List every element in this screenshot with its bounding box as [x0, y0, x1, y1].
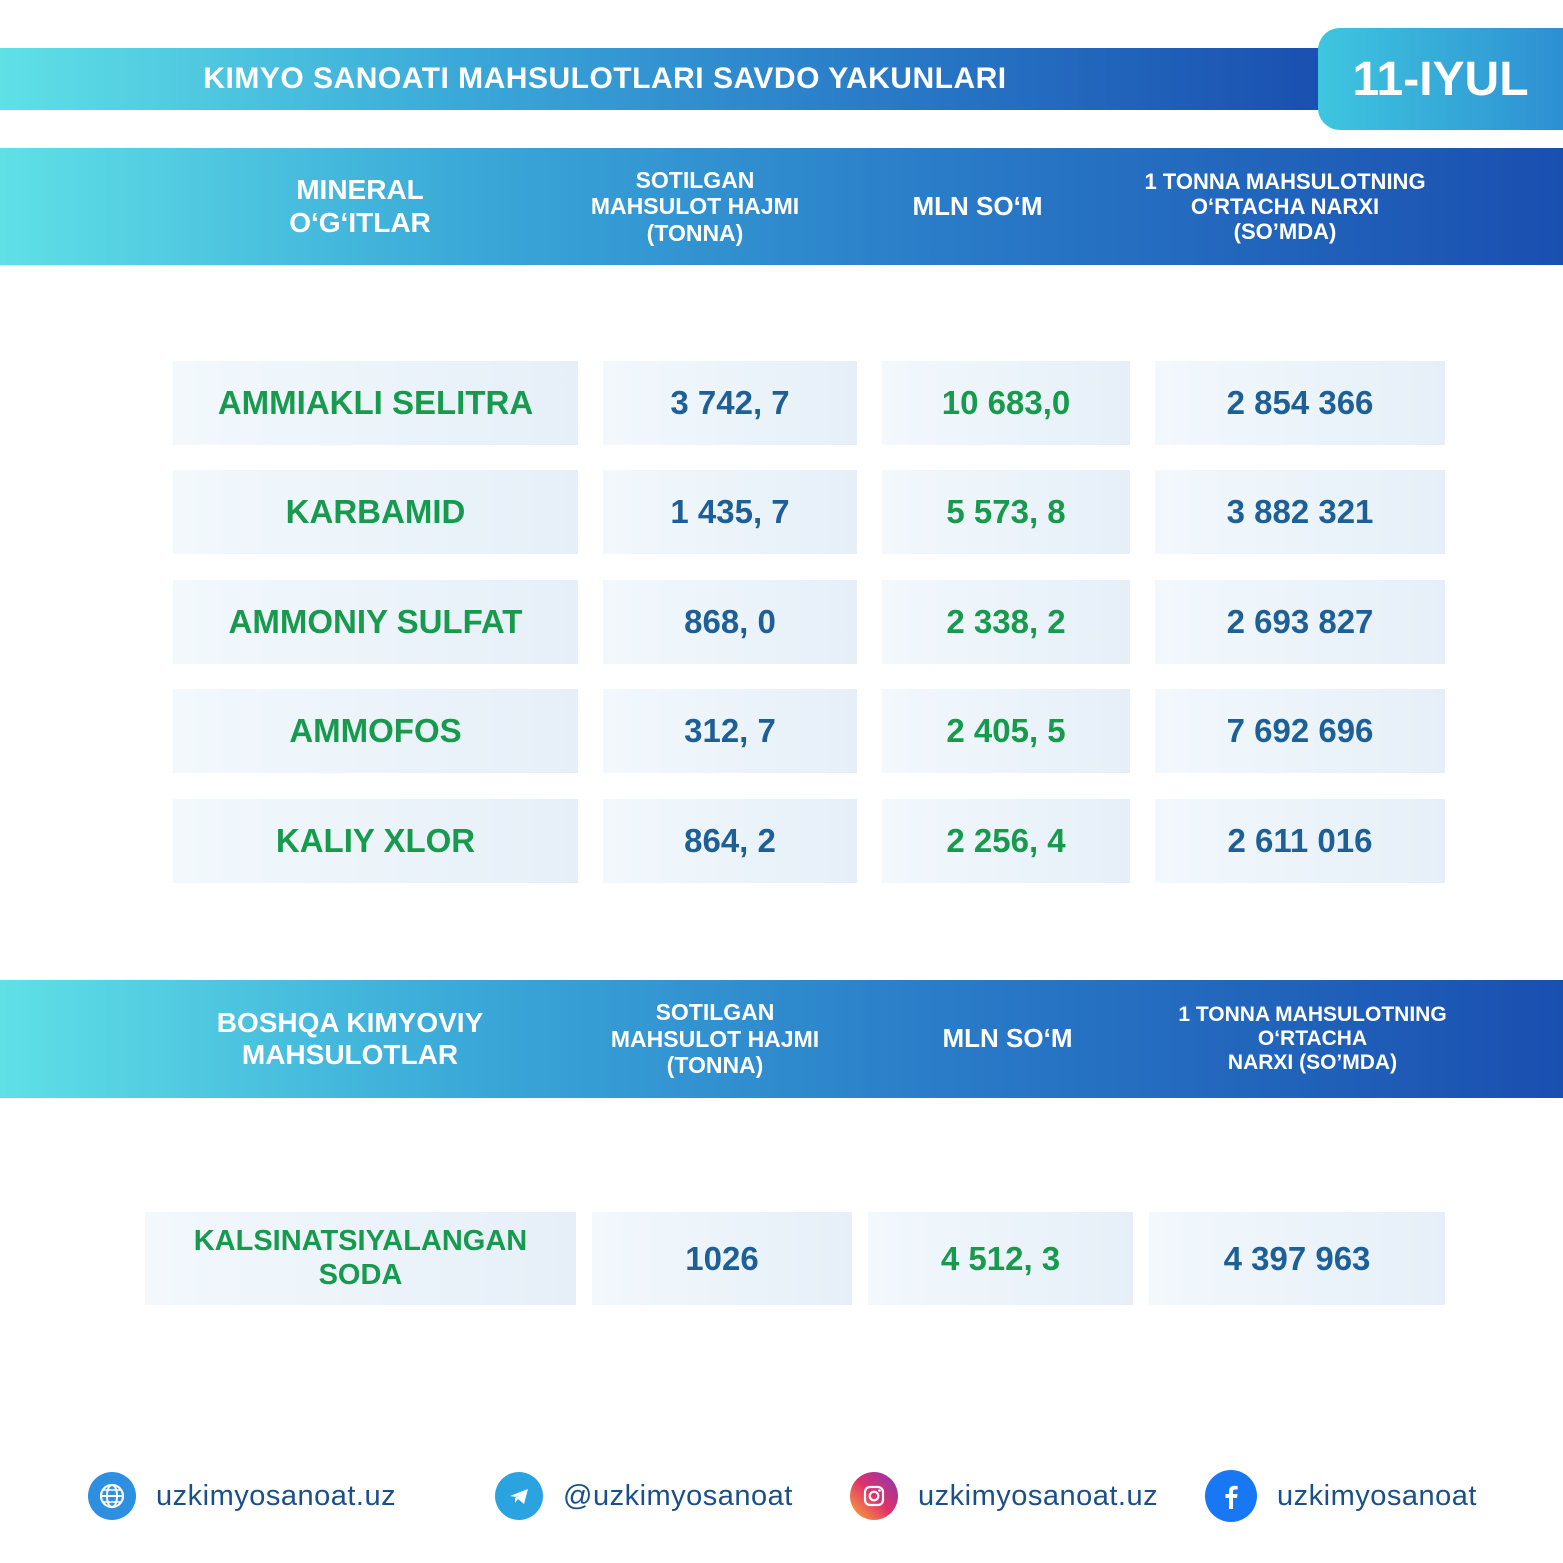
page-title: KIMYO SANOATI MAHSULOTLARI SAVDO YAKUNLA…	[203, 62, 1007, 95]
cell-price: 2 611 016	[1155, 799, 1445, 883]
page-title-banner: KIMYO SANOATI MAHSULOTLARI SAVDO YAKUNLA…	[0, 48, 1330, 110]
header-avg-price: 1 TONNA MAHSULOTNING O‘RTACHA NARXI (SO’…	[1144, 168, 1426, 245]
cell-mln: 5 573, 8	[882, 470, 1130, 554]
footer-facebook-text: uzkimyosanoat	[1277, 1479, 1477, 1512]
cell-name: KALSINATSIYALANGAN SODA	[145, 1212, 576, 1305]
footer-telegram[interactable]: @uzkimyosanoat	[495, 1470, 793, 1522]
cell-price: 2 854 366	[1155, 361, 1445, 445]
cell-mln: 2 405, 5	[882, 689, 1130, 773]
cell-mln: 4 512, 3	[868, 1212, 1133, 1305]
cell-name: AMMONIY SULFAT	[173, 580, 578, 664]
cell-volume: 868, 0	[603, 580, 857, 664]
footer-website[interactable]: uzkimyosanoat.uz	[88, 1470, 396, 1522]
footer-telegram-text: @uzkimyosanoat	[563, 1479, 793, 1512]
cell-mln: 10 683,0	[882, 361, 1130, 445]
cell-volume: 1 435, 7	[603, 470, 857, 554]
header-volume: SOTILGAN MAHSULOT HAJMI (TONNA)	[610, 999, 820, 1079]
date-badge: 11-IYUL	[1318, 28, 1563, 130]
cell-name: KARBAMID	[173, 470, 578, 554]
header-avg-price: 1 TONNA MAHSULOTNING O‘RTACHA NARXI (SO’…	[1178, 1002, 1447, 1075]
cell-name: AMMIAKLI SELITRA	[173, 361, 578, 445]
cell-volume: 1026	[592, 1212, 852, 1305]
telegram-icon	[495, 1472, 543, 1520]
other-table-header: BOSHQA KIMYOVIY MAHSULOTLAR SOTILGAN MAH…	[0, 980, 1563, 1098]
facebook-icon	[1205, 1470, 1257, 1522]
footer-website-text: uzkimyosanoat.uz	[156, 1479, 397, 1512]
cell-mln: 2 256, 4	[882, 799, 1130, 883]
footer-instagram[interactable]: uzkimyosanoat.uz	[850, 1470, 1158, 1522]
cell-name: KALIY XLOR	[173, 799, 578, 883]
header-category: BOSHQA KIMYOVIY MAHSULOTLAR	[216, 1006, 484, 1070]
cell-name: AMMOFOS	[173, 689, 578, 773]
header-mln-som: MLN SO‘M	[912, 190, 1043, 221]
cell-volume: 3 742, 7	[603, 361, 857, 445]
header-mln-som: MLN SO‘M	[942, 1023, 1073, 1054]
globe-icon	[88, 1472, 136, 1520]
footer-instagram-text: uzkimyosanoat.uz	[918, 1479, 1159, 1512]
cell-mln: 2 338, 2	[882, 580, 1130, 664]
cell-volume: 864, 2	[603, 799, 857, 883]
cell-price: 7 692 696	[1155, 689, 1445, 773]
date-label: 11-IYUL	[1352, 52, 1529, 106]
instagram-icon	[850, 1472, 898, 1520]
cell-price: 3 882 321	[1155, 470, 1445, 554]
cell-price: 2 693 827	[1155, 580, 1445, 664]
footer-facebook[interactable]: uzkimyosanoat	[1205, 1470, 1477, 1522]
cell-price: 4 397 963	[1149, 1212, 1445, 1305]
header-volume: SOTILGAN MAHSULOT HAJMI (TONNA)	[590, 166, 800, 246]
header-category: MINERAL O‘G‘ITLAR	[289, 174, 431, 238]
mineral-table-header: MINERAL O‘G‘ITLAR SOTILGAN MAHSULOT HAJM…	[0, 148, 1563, 265]
cell-volume: 312, 7	[603, 689, 857, 773]
